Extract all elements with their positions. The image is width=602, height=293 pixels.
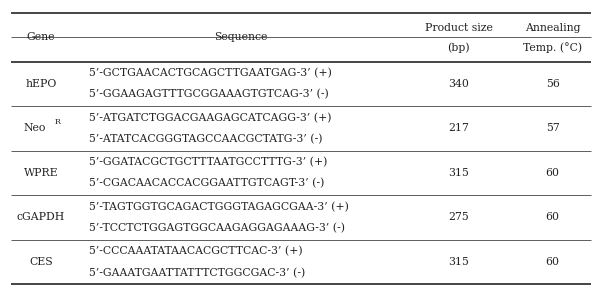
Text: 60: 60 xyxy=(545,257,560,267)
Text: 275: 275 xyxy=(448,212,469,222)
Text: 5’-ATGATCTGGACGAAGAGCATCAGG-3’ (+): 5’-ATGATCTGGACGAAGAGCATCAGG-3’ (+) xyxy=(89,113,332,123)
Text: (bp): (bp) xyxy=(447,43,470,53)
Text: 56: 56 xyxy=(545,79,560,89)
Text: Neo: Neo xyxy=(23,123,46,133)
Text: Product size: Product size xyxy=(425,23,492,33)
Text: WPRE: WPRE xyxy=(23,168,58,178)
Text: 5’-GCTGAACACTGCAGCTTGAATGAG-3’ (+): 5’-GCTGAACACTGCAGCTTGAATGAG-3’ (+) xyxy=(89,68,332,78)
Text: 5’-GGATACGCTGCTTTAATGCCTTTG-3’ (+): 5’-GGATACGCTGCTTTAATGCCTTTG-3’ (+) xyxy=(89,157,327,167)
Text: 315: 315 xyxy=(448,257,469,267)
Text: 340: 340 xyxy=(448,79,469,89)
Text: Temp. (°C): Temp. (°C) xyxy=(523,42,582,53)
Text: hEPO: hEPO xyxy=(25,79,57,89)
Text: 5’-ATATCACGGGTAGCCAACGCTATG-3’ (-): 5’-ATATCACGGGTAGCCAACGCTATG-3’ (-) xyxy=(89,134,323,144)
Text: 315: 315 xyxy=(448,168,469,178)
Text: CES: CES xyxy=(29,257,53,267)
Text: 5’-GGAAGAGTTTGCGGAAAGTGTCAG-3’ (-): 5’-GGAAGAGTTTGCGGAAAGTGTCAG-3’ (-) xyxy=(89,89,329,100)
Text: 5’-GAAATGAATTATTTCTGGCGAC-3’ (-): 5’-GAAATGAATTATTTCTGGCGAC-3’ (-) xyxy=(89,268,305,278)
Text: 60: 60 xyxy=(545,212,560,222)
Text: R: R xyxy=(54,118,60,126)
Text: cGAPDH: cGAPDH xyxy=(17,212,65,222)
Text: Gene: Gene xyxy=(26,32,55,42)
Text: 60: 60 xyxy=(545,168,560,178)
Text: 5’-TAGTGGTGCAGACTGGGTAGAGCGAA-3’ (+): 5’-TAGTGGTGCAGACTGGGTAGAGCGAA-3’ (+) xyxy=(89,202,349,212)
Text: 57: 57 xyxy=(546,123,559,133)
Text: Sequence: Sequence xyxy=(214,32,267,42)
Text: 217: 217 xyxy=(448,123,469,133)
Text: 5’-TCCTCTGGAGTGGCAAGAGGAGAAAG-3’ (-): 5’-TCCTCTGGAGTGGCAAGAGGAGAAAG-3’ (-) xyxy=(89,223,345,233)
Text: 5’-CGACAACACCACGGAATTGTCAGT-3’ (-): 5’-CGACAACACCACGGAATTGTCAGT-3’ (-) xyxy=(89,178,324,189)
Text: Annealing: Annealing xyxy=(525,23,580,33)
Text: 5’-CCCAAATATAACACGCTTCAC-3’ (+): 5’-CCCAAATATAACACGCTTCAC-3’ (+) xyxy=(89,246,303,256)
